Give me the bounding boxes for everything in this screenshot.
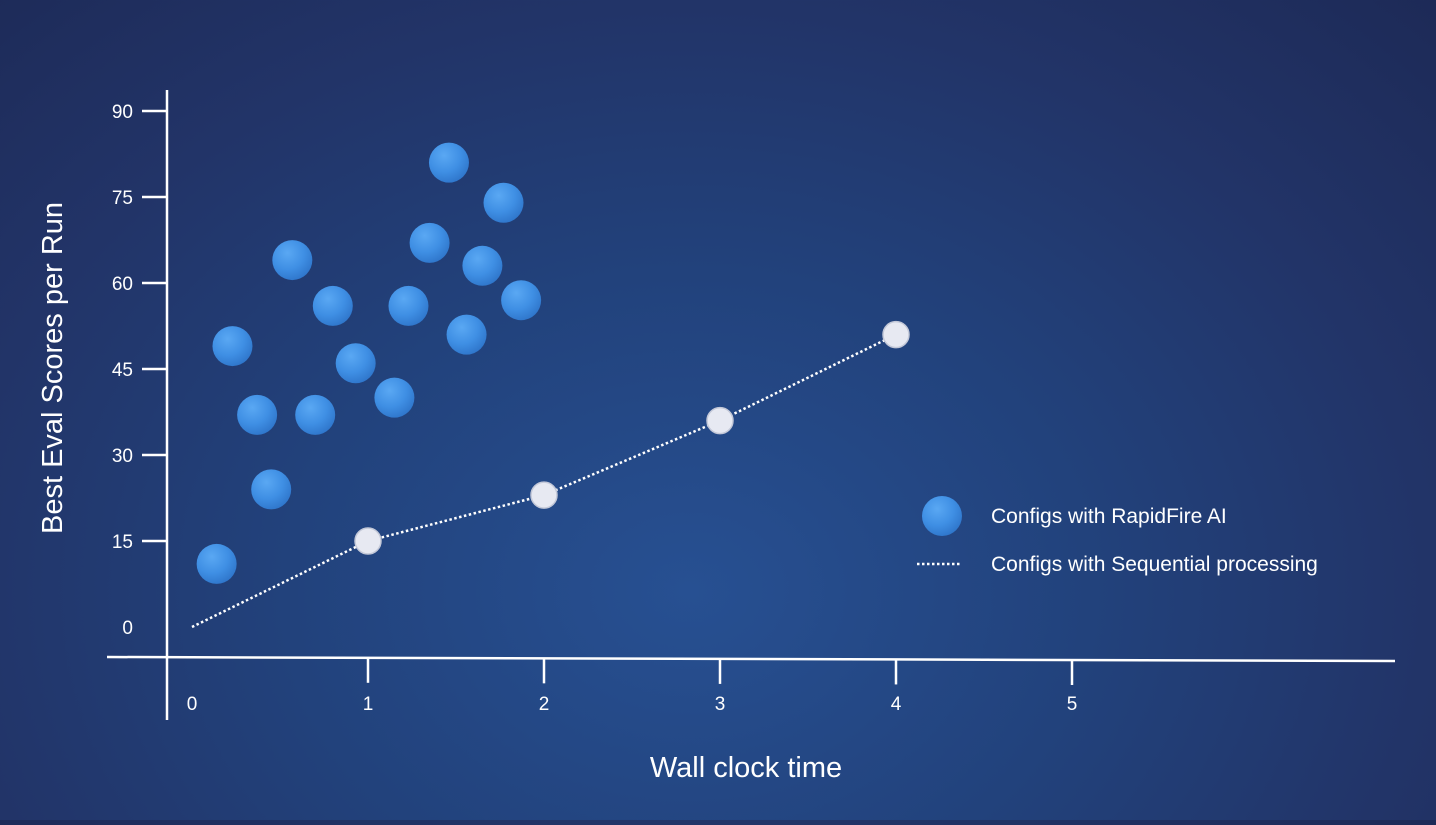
y-tick-label: 90 xyxy=(112,102,133,123)
rapidfire-point xyxy=(272,240,313,281)
sequential-series xyxy=(191,320,910,629)
y-axis-ticks: 0 15 30 45 60 75 90 xyxy=(112,102,167,639)
x-axis-ticks: 0 1 2 3 4 5 xyxy=(187,657,1078,715)
rapidfire-point xyxy=(295,394,336,435)
rapidfire-point xyxy=(409,222,450,263)
rapidfire-point xyxy=(251,469,292,510)
rapidfire-point xyxy=(483,182,524,223)
legend-label-sequential: Configs with Sequential processing xyxy=(991,553,1318,576)
sequential-point xyxy=(882,320,910,349)
y-tick-label: 30 xyxy=(112,446,133,467)
rapidfire-point xyxy=(501,280,542,321)
sequential-line xyxy=(191,333,897,629)
x-tick-label: 2 xyxy=(539,694,550,715)
rapidfire-point xyxy=(212,326,253,367)
rapidfire-point xyxy=(196,543,237,584)
x-tick-label: 1 xyxy=(363,694,374,715)
x-tick-label: 5 xyxy=(1067,694,1078,715)
rapidfire-point xyxy=(374,377,415,418)
x-tick-label: 3 xyxy=(715,694,726,715)
rapidfire-point xyxy=(312,285,353,326)
y-tick-label: 60 xyxy=(112,274,133,295)
legend: Configs with RapidFire AI Configs with S… xyxy=(917,496,1318,576)
rapidfire-point xyxy=(428,142,469,183)
rapidfire-point xyxy=(462,245,503,286)
sequential-point xyxy=(354,527,382,555)
y-tick-label: 15 xyxy=(112,532,133,553)
y-tick-label: 45 xyxy=(112,360,133,381)
y-tick-label: 75 xyxy=(112,188,133,209)
rapidfire-point xyxy=(446,314,487,355)
legend-label-rapidfire: Configs with RapidFire AI xyxy=(991,505,1227,528)
sequential-point xyxy=(530,481,558,509)
y-axis-title: Best Eval Scores per Run xyxy=(37,202,69,534)
legend-marker-rapidfire xyxy=(922,496,962,536)
rapidfire-point xyxy=(237,394,278,435)
x-axis-line xyxy=(106,655,1396,663)
rapidfire-point xyxy=(388,285,429,326)
x-axis-title: Wall clock time xyxy=(650,752,842,784)
sequential-point xyxy=(706,406,734,435)
x-tick-label: 0 xyxy=(187,694,198,715)
y-tick-label: 0 xyxy=(122,618,133,639)
x-tick-label: 4 xyxy=(891,694,902,715)
rapidfire-point xyxy=(335,343,376,384)
rapidfire-series xyxy=(196,142,542,584)
